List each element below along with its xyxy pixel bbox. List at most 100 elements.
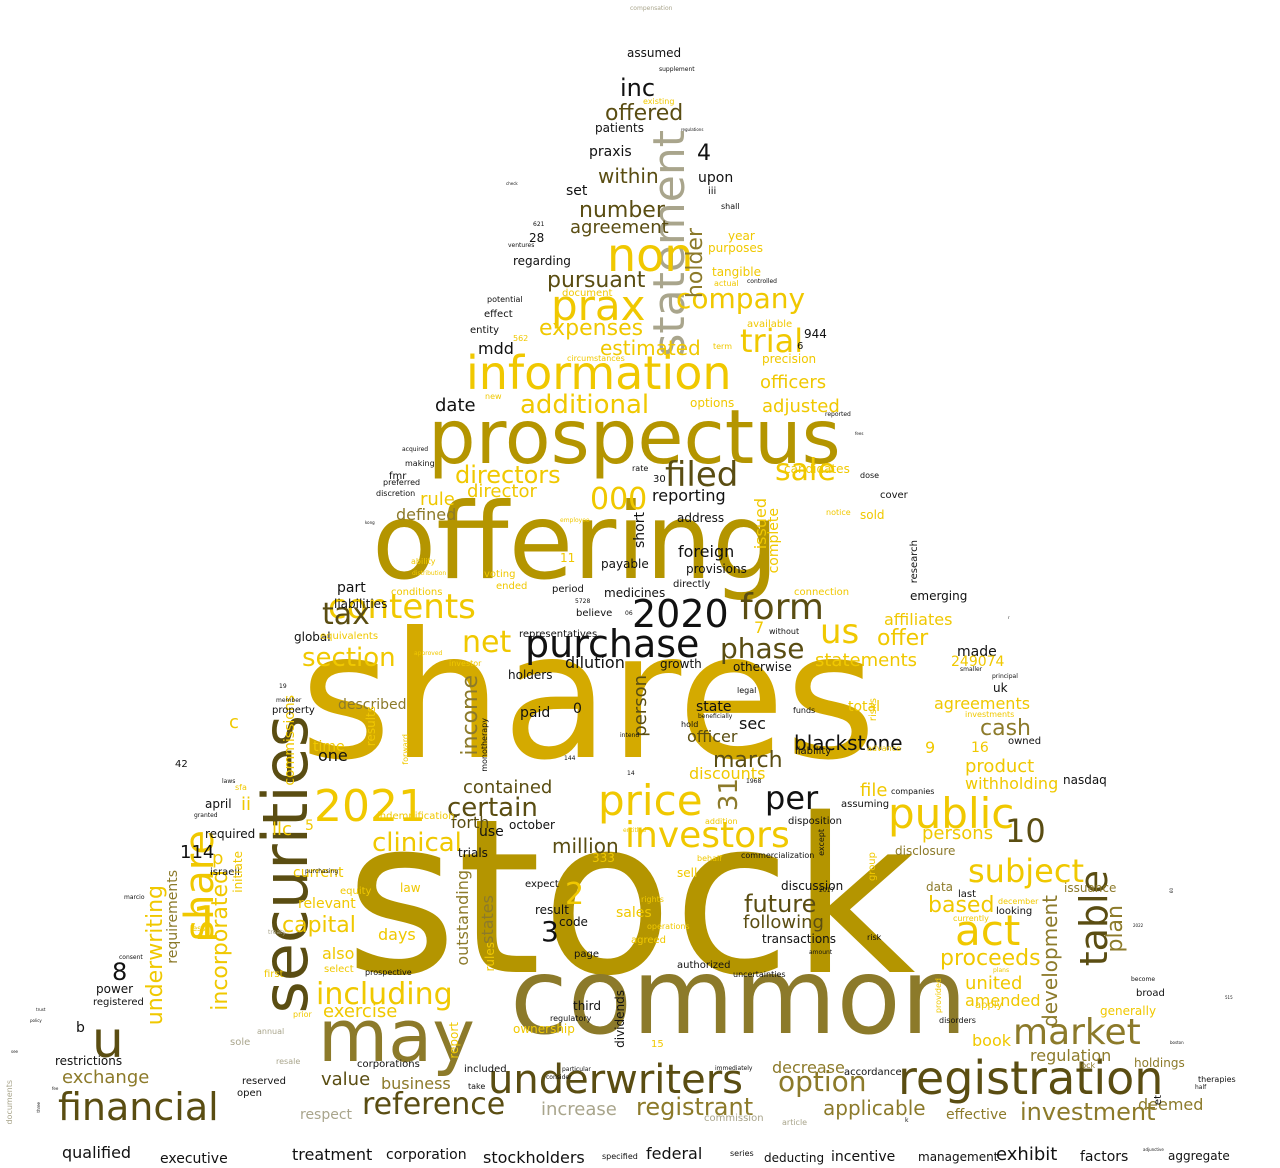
word-existing: existing — [643, 97, 675, 106]
word-offering: offering — [372, 481, 779, 603]
word-affiliates: affiliates — [884, 610, 953, 629]
word-4: 4 — [697, 141, 711, 166]
word-address: address — [677, 511, 725, 525]
word-applicable: applicable — [823, 1096, 926, 1120]
word-specified: specified — [602, 1152, 638, 1161]
word-member: member — [276, 697, 302, 704]
word-reference: reference — [362, 1087, 506, 1122]
word-sales: sales — [616, 905, 652, 921]
word-disclosure: disclosure — [895, 844, 956, 858]
word-global: global — [294, 630, 331, 644]
word-stock: stock — [345, 772, 916, 1023]
word-precision: precision — [762, 352, 817, 366]
word-2: 2 — [565, 877, 585, 912]
word-holders: holders — [508, 668, 553, 682]
word-certain: certain — [447, 793, 538, 823]
word-fees: fees — [855, 431, 864, 436]
word-financial: financial — [58, 1085, 219, 1129]
word-file: file — [860, 780, 888, 801]
word-information: information — [466, 346, 732, 400]
word-currently: currently — [953, 914, 989, 923]
word-consider: consider — [546, 1074, 572, 1081]
word-contents: contents — [328, 587, 476, 627]
word-agreed: agreed — [631, 935, 667, 946]
word-contained: contained — [463, 777, 553, 798]
word-underwriters: underwriters — [488, 1057, 743, 1103]
word-value: value — [321, 1069, 371, 1090]
word-prior: prior — [293, 1010, 312, 1019]
word-form: form — [740, 587, 824, 628]
word-factors: factors — [1080, 1149, 1129, 1165]
word-commercialization: commercialization — [741, 851, 815, 860]
word-dilution: dilution — [565, 653, 625, 672]
word-blackstone: blackstone — [794, 731, 903, 755]
word-policy: policy — [30, 1018, 42, 1023]
word-prax: prax — [551, 281, 646, 330]
word-effective: effective — [946, 1107, 1007, 1123]
word-p: p — [212, 848, 224, 869]
word-tax: tax — [322, 597, 370, 632]
word-cash: cash — [980, 716, 1031, 741]
word-believe: believe — [576, 608, 613, 619]
word-treatment: treatment — [292, 1145, 373, 1164]
word-cover: cover — [880, 490, 908, 501]
word-u: u — [92, 1011, 124, 1069]
word-disorders: disorders — [939, 1016, 976, 1025]
word-11: 11 — [560, 551, 576, 565]
word-15: 15 — [651, 1039, 664, 1050]
word-described: described — [338, 697, 407, 713]
word-included: included — [464, 1064, 507, 1075]
word-development: development — [1038, 895, 1062, 1027]
word-adjusted: adjusted — [762, 396, 840, 417]
word-december: december — [998, 897, 1039, 906]
word-shall: shall — [721, 202, 740, 211]
word-number: number — [579, 198, 665, 223]
word-research: research — [909, 540, 920, 584]
word-16: 16 — [971, 740, 989, 756]
word-purposes: purposes — [708, 241, 764, 255]
word-states: states — [478, 895, 497, 944]
word-inc: inc — [620, 74, 656, 102]
word-withholding: withholding — [965, 774, 1059, 793]
word-7: 7 — [754, 618, 765, 637]
word-making: making — [405, 459, 435, 468]
word-group: group — [867, 852, 878, 882]
word-person: person — [630, 675, 651, 737]
word-complete: complete — [766, 508, 782, 574]
word-qualified: qualified — [62, 1143, 132, 1162]
word-smaller: smaller — [960, 666, 983, 673]
word-trust: trust — [36, 1007, 46, 1012]
word-sole: sole — [230, 1037, 251, 1048]
word-treaty: treaty — [268, 929, 286, 936]
word-candidates: candidates — [784, 462, 850, 476]
word-uncertainties: uncertainties — [733, 970, 786, 979]
word-granted: granted — [194, 812, 218, 819]
word-forward: forward — [401, 734, 410, 765]
word-particular: particular — [562, 1066, 591, 1073]
word-transactions: transactions — [762, 932, 837, 946]
word-offer: offer — [877, 626, 929, 651]
word-discretion: discretion — [376, 489, 416, 498]
word-option: option — [778, 1065, 867, 1098]
word-federal: federal — [646, 1144, 703, 1163]
word-corporation: corporation — [386, 1147, 467, 1163]
word-liability: liability — [795, 746, 832, 757]
word-consent: consent — [119, 954, 143, 961]
word-42: 42 — [175, 759, 188, 770]
word-exercise: exercise — [323, 1001, 398, 1022]
word-options: options — [690, 396, 735, 410]
word-ii: ii — [241, 794, 252, 815]
word-open: open — [237, 1088, 262, 1099]
word-monotherapy: monotherapy — [480, 718, 489, 772]
word-employee: employee — [560, 517, 590, 524]
word-funds: funds — [793, 706, 816, 715]
word-including: including — [316, 977, 453, 1012]
word-officers: officers — [760, 372, 827, 393]
word-select: select — [324, 964, 354, 975]
word-llc: llc — [272, 819, 292, 840]
word-results: results — [364, 706, 378, 747]
word-proceeds: proceeds — [940, 946, 1041, 971]
word-reported: reported — [825, 411, 851, 418]
word-risk: risk — [867, 933, 882, 942]
